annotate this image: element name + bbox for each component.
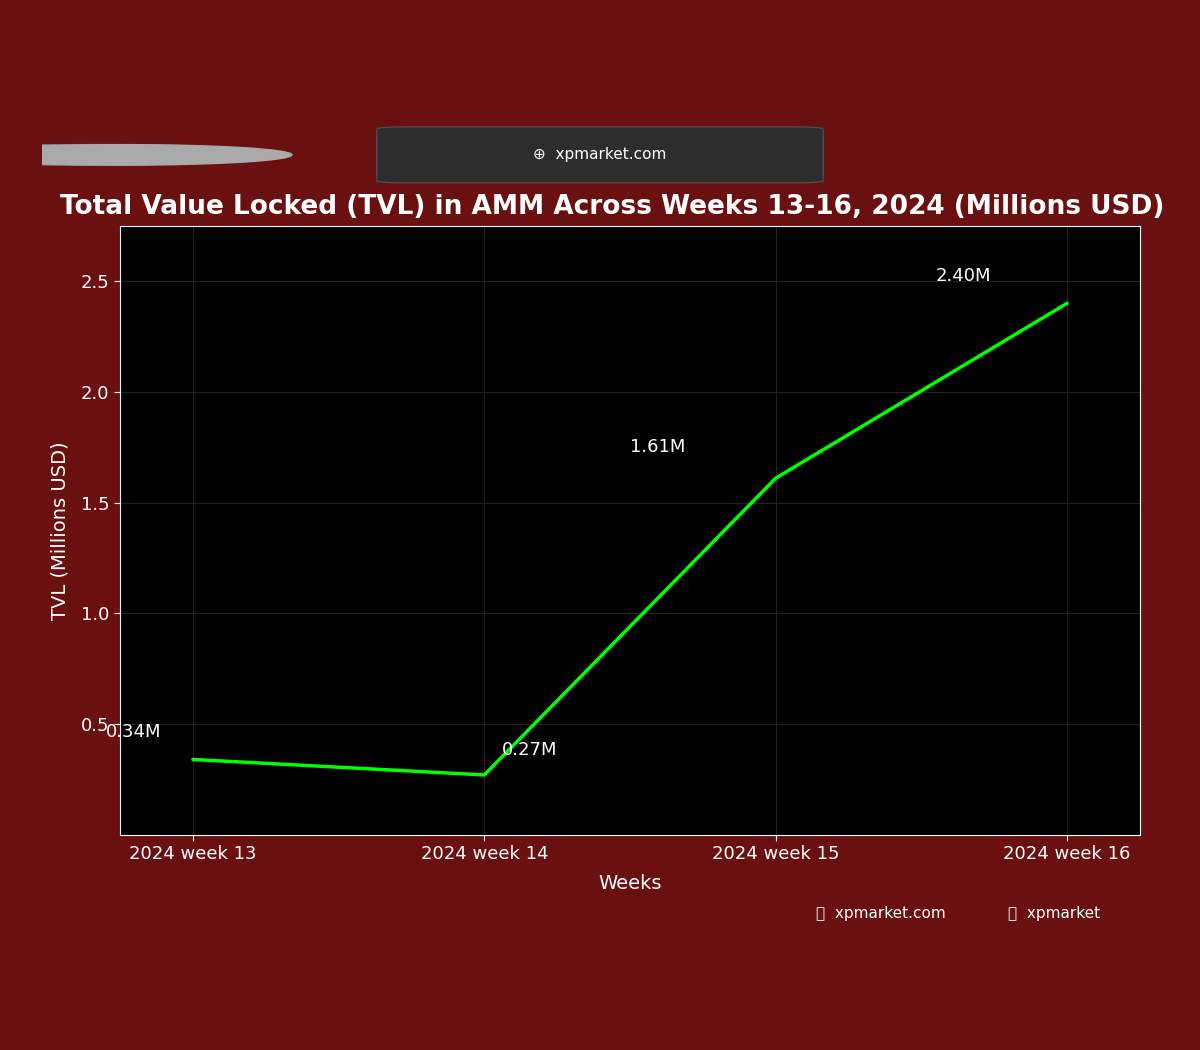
Text: 0.34M: 0.34M (106, 723, 161, 741)
FancyBboxPatch shape (377, 127, 823, 183)
Text: Total Value Locked (TVL) in AMM Across Weeks 13-16, 2024 (Millions USD): Total Value Locked (TVL) in AMM Across W… (60, 194, 1164, 220)
Circle shape (0, 145, 268, 165)
Circle shape (0, 145, 292, 165)
Text: 2.40M: 2.40M (936, 267, 991, 286)
Text: 🔗  xpmarket.com: 🔗 xpmarket.com (816, 906, 946, 921)
Y-axis label: TVL (Millions USD): TVL (Millions USD) (50, 441, 70, 620)
Text: ⊕  xpmarket.com: ⊕ xpmarket.com (533, 147, 667, 163)
X-axis label: Weeks: Weeks (599, 875, 661, 894)
Text: 🐦  xpmarket: 🐦 xpmarket (1008, 906, 1100, 921)
Text: 1.61M: 1.61M (630, 438, 685, 456)
Text: 0.27M: 0.27M (502, 741, 557, 759)
Circle shape (0, 145, 242, 165)
